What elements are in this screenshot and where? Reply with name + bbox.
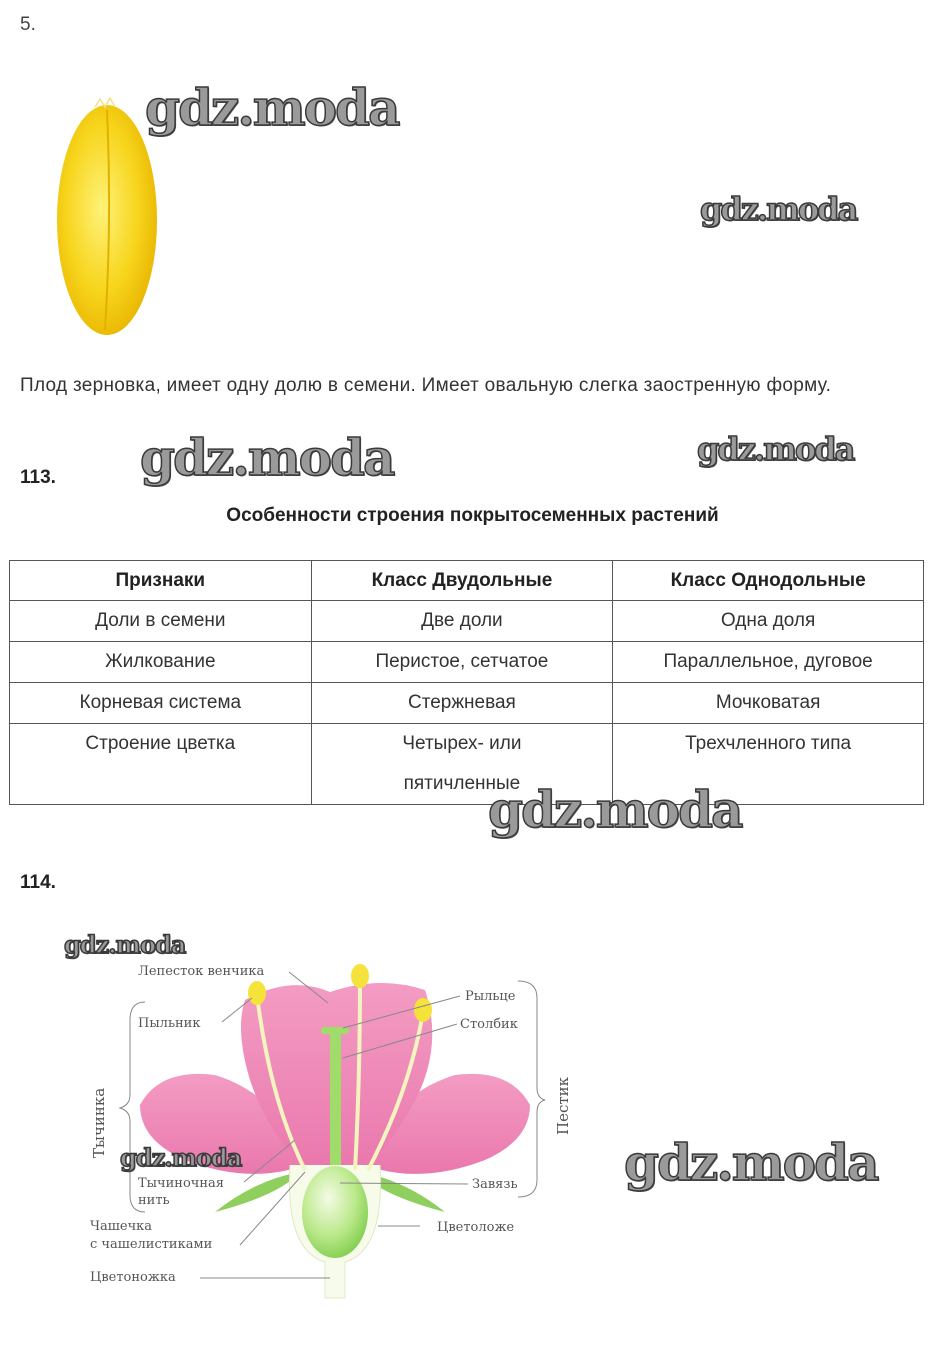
watermark: gdz.moda — [144, 77, 401, 138]
watermark: gdz.moda — [487, 779, 744, 840]
anthers — [248, 964, 432, 1022]
label-stigma: Рыльце — [465, 989, 516, 1004]
watermark: gdz.moda — [696, 429, 856, 469]
table-row: Корневая система Стержневая Мочковатая — [9, 682, 924, 724]
header-cell: Признаки — [9, 560, 312, 601]
header-cell: Класс Двудольные — [310, 560, 614, 601]
grain-image — [57, 96, 157, 335]
task-5-answer: Плод зерновка, имеет одну долю в семени.… — [20, 375, 832, 396]
sepals — [215, 1172, 445, 1212]
watermark: gdz.moda — [139, 427, 396, 488]
features-table: Признаки Класс Двудольные Класс Однодоль… — [9, 560, 924, 805]
label-calyx: с чашелистиками — [90, 1237, 212, 1252]
header-cell: Класс Однодольные — [612, 560, 924, 601]
label-lines — [118, 971, 546, 1279]
watermark: gdz.moda — [63, 929, 187, 960]
label-petal: Лепесток венчика — [138, 964, 265, 979]
label-anther: Пыльник — [138, 1016, 200, 1031]
table-cell: Жилкование — [9, 641, 312, 683]
table-cell: Стержневая — [310, 682, 614, 724]
table-row: Строение цветка Четырех- или пятичленные… — [9, 723, 924, 805]
label-filament: Тычиночная — [138, 1176, 224, 1191]
label-filament: нить — [138, 1193, 170, 1208]
table-cell: Мочковатая — [612, 682, 924, 724]
label-stamen: Тычинка — [90, 1088, 108, 1158]
label-style: Столбик — [460, 1017, 518, 1032]
task-114-number: 114. — [20, 872, 56, 893]
label-pistil: Пестик — [554, 1076, 572, 1135]
table-row: Жилкование Перистое, сетчатое Параллельн… — [9, 641, 924, 683]
table-cell: Строение цветка — [9, 723, 312, 805]
table-row: Доли в семени Две доли Одна доля — [9, 600, 924, 642]
table-cell: Трехчленного типа — [612, 723, 924, 805]
diagram-labels: Лепесток венчика Пыльник Рыльце Столбик … — [90, 964, 572, 1285]
table-cell: Одна доля — [612, 600, 924, 642]
label-calyx: Чашечка — [90, 1219, 152, 1234]
table-header-row: Признаки Класс Двудольные Класс Однодоль… — [9, 560, 924, 601]
pistil — [302, 1027, 368, 1258]
table-cell: Корневая система — [9, 682, 312, 724]
table-cell: Перистое, сетчатое — [310, 641, 614, 683]
table-cell: Доли в семени — [9, 600, 312, 642]
label-pedicel: Цветоножка — [90, 1270, 176, 1285]
watermark: gdz.moda — [119, 1142, 243, 1173]
label-ovary: Завязь — [472, 1177, 518, 1192]
label-receptacle: Цветоложе — [437, 1220, 514, 1235]
stamens — [255, 979, 425, 1171]
table-caption: Особенности строения покрытосеменных рас… — [226, 505, 719, 526]
table-cell: Четырех- или пятичленные — [310, 723, 614, 805]
watermark: gdz.moda — [623, 1132, 880, 1193]
watermark: gdz.moda — [699, 189, 859, 229]
task-5-number: 5. — [20, 14, 36, 35]
task-113-number: 113. — [20, 467, 56, 488]
